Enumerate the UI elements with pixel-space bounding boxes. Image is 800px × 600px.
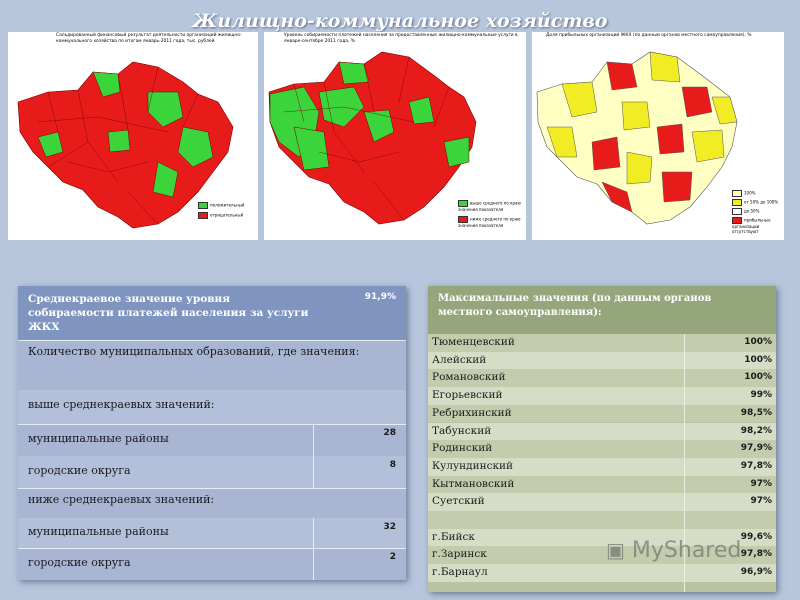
table-row: Романовский 100% — [428, 369, 776, 388]
table-header: Среднекраевое значение уровня собираемос… — [18, 286, 406, 340]
district-name: Романовский — [432, 371, 506, 384]
legend-swatch — [732, 208, 742, 215]
map-payment-collection: Уровень собираемости платежей населения … — [264, 32, 526, 240]
legend-label: от 50% до 100% — [744, 199, 779, 205]
max-values-table: Максимальные значения (по данным органов… — [428, 286, 776, 592]
table-row: Тюменцевский 100% — [428, 334, 776, 352]
table-row: Количество муниципальных образований, гд… — [18, 344, 406, 390]
row-value: 8 — [389, 460, 396, 470]
table-header: Максимальные значения (по данным органов… — [428, 286, 776, 334]
district-name: г.Барнаул — [432, 566, 488, 579]
row-value: 2 — [389, 552, 396, 562]
table-row: Кулундинский 97,8% — [428, 457, 776, 476]
row-label: муниципальные районы — [28, 525, 169, 538]
table-row: Табунский 98,2% — [428, 422, 776, 441]
table-row: г.Заринск 97,8% — [428, 546, 776, 565]
legend-swatch — [732, 217, 742, 224]
district-value: 98,5% — [740, 407, 772, 418]
row-label: выше среднекраевых значений: — [28, 398, 215, 411]
district-name: Ребрихинский — [432, 406, 512, 419]
table-row: городские округа 8 — [18, 456, 406, 488]
district-name: Егорьевский — [432, 389, 503, 402]
district-name: Кулундинский — [432, 459, 514, 472]
map-caption: Сальдированный финансовый результат деят… — [56, 33, 242, 44]
table-row: городские округа 2 — [18, 548, 406, 580]
table-row: Ребрихинский 98,5% — [428, 404, 776, 423]
map-legend: положительный отрицательный — [198, 202, 244, 219]
district-name: Тюменцевский — [432, 336, 515, 348]
table-row: Родинский 97,9% — [428, 440, 776, 458]
row-value: 28 — [383, 428, 396, 438]
region-map — [17, 61, 234, 229]
table-row: Алейский 100% — [428, 351, 776, 370]
district-name: г.Заринск — [432, 548, 487, 561]
district-value: 99,6% — [740, 531, 772, 542]
map-caption: Доля прибыльных организаций ЖКХ (по данн… — [546, 33, 752, 38]
legend-label: прибыльные организации отсутствуют — [732, 217, 771, 234]
district-value: 97,9% — [740, 443, 772, 454]
watermark: ▣ MyShared — [606, 538, 742, 563]
legend-swatch — [198, 202, 208, 209]
legend-swatch — [458, 200, 468, 207]
legend-swatch — [458, 216, 468, 223]
district-value: 100% — [744, 354, 772, 365]
map-legend: выше среднего по краю значения показател… — [458, 200, 522, 228]
row-value: 32 — [383, 522, 396, 532]
legend-swatch — [732, 190, 742, 197]
row-label: муниципальные районы — [28, 432, 169, 445]
legend-swatch — [198, 212, 208, 219]
region-map — [536, 51, 738, 225]
table-row: выше среднекраевых значений: — [18, 390, 406, 424]
map-caption: Уровень собираемости платежей населения … — [284, 33, 518, 44]
district-name: Суетский — [432, 495, 485, 508]
row-label: городские округа — [28, 464, 131, 477]
district-value: 98,2% — [740, 425, 772, 436]
district-value: 100% — [744, 372, 772, 383]
table-row: Егорьевский 99% — [428, 387, 776, 405]
table-header-label: Максимальные значения (по данным органов… — [438, 293, 712, 318]
legend-label: 100% — [744, 190, 756, 196]
map-legend: 100% от 50% до 100% до 50% прибыльные ор… — [732, 190, 782, 234]
district-name: г.Бийск — [432, 530, 475, 543]
row-label: городские округа — [28, 556, 131, 569]
district-value: 97,8% — [740, 460, 772, 471]
legend-label: до 50% — [744, 208, 760, 214]
table-row: ниже среднекраевых значений: — [18, 488, 406, 518]
row-label: Количество муниципальных образований, гд… — [28, 345, 360, 358]
legend-label: положительный — [210, 202, 245, 208]
legend-label: отрицательный — [210, 212, 244, 218]
district-name: Алейский — [432, 353, 487, 366]
legend-swatch — [732, 199, 742, 206]
region-map — [268, 51, 477, 225]
district-value: 97,8% — [740, 549, 772, 560]
table-row: г.Барнаул 96,9% — [428, 564, 776, 582]
district-value: 96,9% — [740, 567, 772, 578]
district-value: 100% — [744, 337, 772, 347]
map-profitable-orgs: Доля прибыльных организаций ЖКХ (по данн… — [532, 32, 784, 240]
legend-label: ниже среднего по краю значения показател… — [458, 216, 521, 228]
page-title: Жилищно-коммунальное хозяйство — [192, 10, 608, 32]
collection-summary-table: Среднекраевое значение уровня собираемос… — [18, 286, 406, 580]
table-row: Суетский 97% — [428, 493, 776, 511]
table-row: г.Бийск 99,6% — [428, 528, 776, 547]
district-value: 99% — [750, 390, 772, 401]
district-name: Родинский — [432, 442, 493, 455]
district-name: Кытмановский — [432, 477, 515, 490]
row-label: ниже среднекраевых значений: — [28, 493, 215, 506]
table-row: Кытмановский 97% — [428, 475, 776, 494]
table-row: муниципальные районы 28 — [18, 424, 406, 456]
table-header-value: 91,9% — [364, 292, 396, 302]
district-value: 97% — [750, 478, 772, 489]
watermark-text: MyShared — [631, 538, 742, 563]
table-row — [428, 511, 776, 529]
table-header-label: Среднекраевое значение уровня собираемос… — [28, 293, 309, 333]
legend-label: выше среднего по краю значения показател… — [458, 200, 521, 212]
district-value: 97% — [750, 496, 772, 507]
table-row: муниципальные районы 32 — [18, 518, 406, 548]
district-name: Табунский — [432, 424, 492, 437]
map-financial-result: Сальдированный финансовый результат деят… — [8, 32, 258, 240]
